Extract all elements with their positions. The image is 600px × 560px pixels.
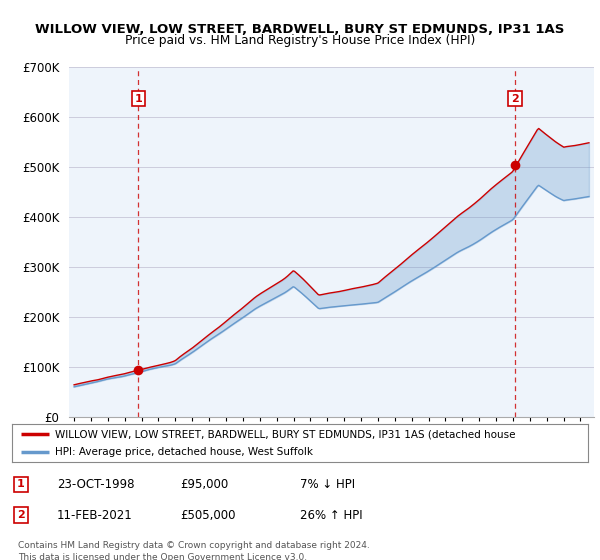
Text: Contains HM Land Registry data © Crown copyright and database right 2024.
This d: Contains HM Land Registry data © Crown c…	[18, 541, 370, 560]
Text: Price paid vs. HM Land Registry's House Price Index (HPI): Price paid vs. HM Land Registry's House …	[125, 34, 475, 48]
Text: 2: 2	[511, 94, 519, 104]
Text: HPI: Average price, detached house, West Suffolk: HPI: Average price, detached house, West…	[55, 447, 313, 457]
Text: WILLOW VIEW, LOW STREET, BARDWELL, BURY ST EDMUNDS, IP31 1AS: WILLOW VIEW, LOW STREET, BARDWELL, BURY …	[35, 22, 565, 36]
Text: 2: 2	[17, 510, 25, 520]
Text: £95,000: £95,000	[180, 478, 228, 491]
Text: 11-FEB-2021: 11-FEB-2021	[57, 508, 133, 522]
Text: 26% ↑ HPI: 26% ↑ HPI	[300, 508, 362, 522]
Text: 7% ↓ HPI: 7% ↓ HPI	[300, 478, 355, 491]
Text: 1: 1	[17, 479, 25, 489]
Text: 1: 1	[134, 94, 142, 104]
Text: £505,000: £505,000	[180, 508, 235, 522]
Text: 23-OCT-1998: 23-OCT-1998	[57, 478, 134, 491]
Text: WILLOW VIEW, LOW STREET, BARDWELL, BURY ST EDMUNDS, IP31 1AS (detached house: WILLOW VIEW, LOW STREET, BARDWELL, BURY …	[55, 429, 516, 439]
